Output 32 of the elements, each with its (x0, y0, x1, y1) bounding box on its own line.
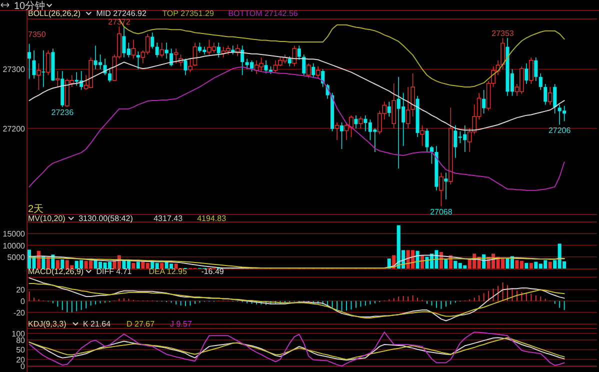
y-tick-label: 80 (16, 336, 26, 345)
y-tick-label: 50 (16, 346, 26, 355)
series-label: TOP 27351.29 (162, 9, 214, 18)
legend-title: BOLL(26,26,2) (28, 9, 81, 18)
legend-title: MV(10,20) (28, 214, 66, 223)
legend-label: DIFF 4.71 (96, 267, 132, 276)
y-tick-label: 5000 (7, 252, 26, 262)
annotation: 27068 (430, 207, 453, 216)
annotation: -16.49 (201, 267, 224, 276)
text: BOTTOM 27142.56 (228, 9, 298, 18)
text: 4194.83 (197, 214, 227, 223)
y-tick-label: 15000 (2, 230, 26, 239)
annotation: 27206 (548, 126, 572, 135)
annotation: 27236 (51, 108, 74, 118)
legend-title: KDJ(9,3,3) (28, 320, 67, 328)
annotation: 7350 (28, 30, 46, 39)
text: 4317.43 (154, 214, 184, 223)
y-tick-label: 0 (20, 362, 26, 371)
annotation: 3130.00(58:42) (78, 214, 134, 223)
legend-title: MACD(12,26,9) (28, 267, 84, 276)
y-tick-label: -20 (13, 308, 26, 318)
annotation: 27353 (492, 28, 514, 38)
y-tick-label: 0 (20, 297, 26, 306)
text: DEA 12.95 (148, 267, 188, 276)
y-tick-label: 27300 (2, 65, 26, 74)
y-tick-label: 27200 (2, 124, 26, 134)
y-tick-label: 100 (12, 329, 26, 338)
y-tick-label: 20 (16, 286, 26, 295)
legend-label: MID 27246.92 (96, 9, 148, 18)
y-tick-label: 20 (16, 355, 26, 364)
y-tick-label: 10000 (2, 241, 26, 250)
annotation: 2天 (28, 204, 44, 215)
